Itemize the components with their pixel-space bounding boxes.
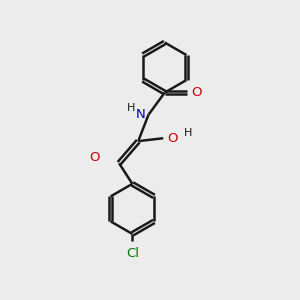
Text: H: H bbox=[127, 103, 135, 113]
Text: O: O bbox=[89, 151, 100, 164]
Text: Cl: Cl bbox=[126, 247, 139, 260]
Text: N: N bbox=[136, 108, 146, 121]
Text: O: O bbox=[191, 86, 202, 99]
Text: O: O bbox=[167, 132, 177, 145]
Text: H: H bbox=[184, 128, 192, 138]
